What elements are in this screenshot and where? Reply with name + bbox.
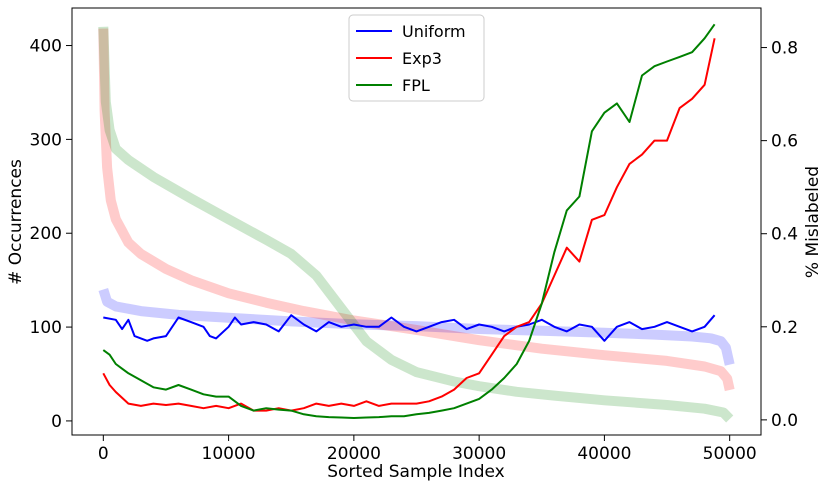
legend-label-uniform: Uniform [402, 22, 466, 41]
plot-frame [71, 7, 762, 436]
y-left-tick-label: 300 [30, 130, 62, 150]
plot-area [98, 23, 735, 423]
y-left-tick-label: 0 [51, 412, 62, 432]
legend: Uniform Exp3 FPL [348, 14, 485, 102]
y-right-tick-label: 0.2 [771, 318, 798, 338]
y-axis-right-title: % Mislabeled [803, 166, 823, 278]
y-left-tick-label: 200 [30, 224, 62, 244]
y-right-tick-label: 0.6 [771, 132, 798, 152]
x-tick-label: 40000 [577, 444, 631, 464]
y-left-tick-label: 100 [30, 318, 62, 338]
y-right-tick-label: 0.8 [771, 39, 798, 59]
x-tick-label: 50000 [703, 444, 757, 464]
series-occurrences-uniform [98, 288, 735, 366]
series-mislabeled-uniform [103, 314, 716, 342]
series-occurrences-exp3 [98, 28, 735, 392]
x-tick-label: 20000 [327, 444, 381, 464]
x-tick-label: 0 [98, 444, 109, 464]
axis-ticks: 0 10000 20000 30000 40000 50000 0 100 200 300 400 0… [30, 37, 799, 464]
x-tick-label: 10000 [202, 444, 256, 464]
legend-label-fpl: FPL [402, 76, 430, 95]
y-right-tick-label: 0.4 [771, 225, 798, 245]
y-right-tick-label: 0.0 [771, 411, 798, 431]
legend-label-exp3: Exp3 [402, 49, 442, 68]
series-mislabeled-fpl [102, 23, 716, 419]
x-tick-label: 30000 [452, 444, 506, 464]
y-left-tick-label: 400 [30, 37, 62, 57]
legend-box [348, 14, 485, 102]
y-axis-left-title: # Occurrences [6, 159, 26, 285]
series-mislabeled-exp3 [102, 38, 716, 412]
x-axis-title: Sorted Sample Index [327, 462, 504, 482]
